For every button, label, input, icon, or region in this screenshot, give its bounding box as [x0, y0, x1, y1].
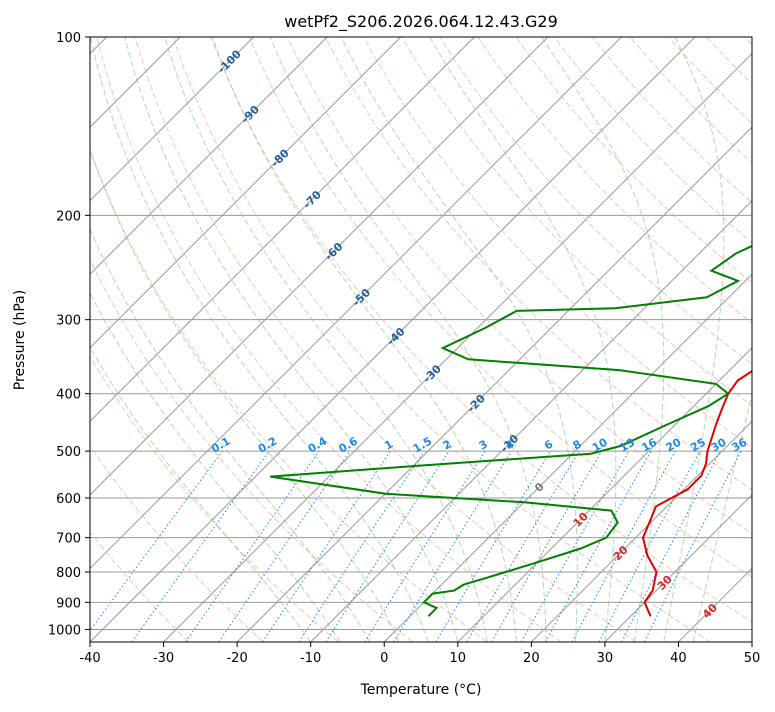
y-tick-label: 700 [56, 532, 81, 547]
x-tick-label: 10 [450, 651, 467, 666]
y-axis-label: Pressure (hPa) [12, 290, 28, 390]
x-tick-label: -10 [300, 651, 321, 666]
y-tick-label: 1000 [48, 623, 81, 638]
x-tick-label: 40 [670, 651, 687, 666]
x-tick-label: -20 [226, 651, 247, 666]
plot-background [90, 37, 752, 642]
y-tick-label: 800 [56, 566, 81, 581]
x-tick-label: 20 [523, 651, 540, 666]
x-tick-label: 50 [744, 651, 761, 666]
y-tick-label: 400 [56, 388, 81, 403]
x-tick-label: -40 [79, 651, 100, 666]
x-tick-label: 0 [380, 651, 388, 666]
y-tick-label: 900 [56, 596, 81, 611]
x-tick-label: 30 [597, 651, 614, 666]
y-tick-label: 200 [56, 209, 81, 224]
x-tick-label: -30 [153, 651, 174, 666]
x-axis-label: Temperature (°C) [360, 682, 482, 698]
y-tick-label: 300 [56, 314, 81, 329]
chart-title: wetPf2_S206.2026.064.12.43.G29 [284, 12, 558, 32]
y-tick-label: 500 [56, 445, 81, 460]
y-tick-label: 600 [56, 492, 81, 507]
y-tick-label: 100 [56, 31, 81, 46]
